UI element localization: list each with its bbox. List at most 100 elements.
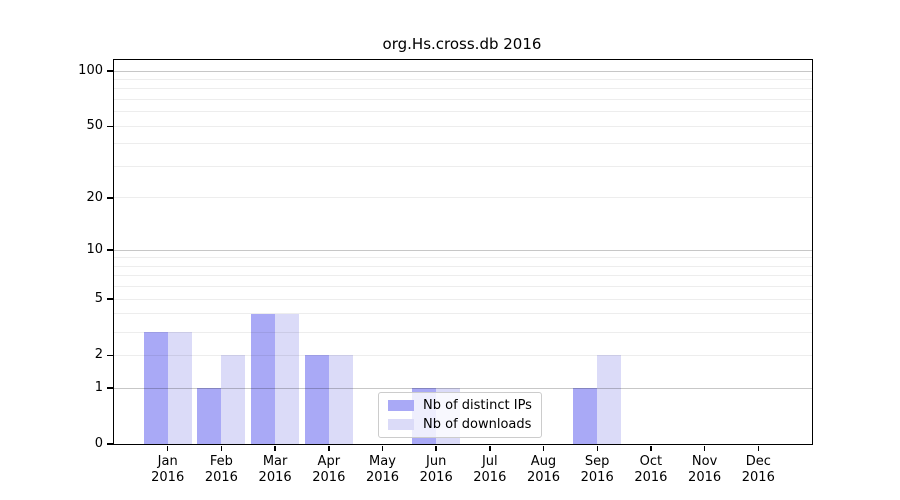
x-tick-month: Jun [426,454,447,469]
gridline [114,354,812,356]
x-tick-year: 2016 [634,469,668,485]
x-tick [166,445,169,451]
x-tick-year: 2016 [580,469,614,485]
x-tick [220,445,223,451]
gridline [114,275,812,277]
x-tick-month: May [369,454,396,469]
bar-distinct-ips [143,332,168,444]
x-tick-year: 2016 [312,469,346,485]
x-tick-label-may: May 2016 [355,454,411,485]
x-tick [703,445,706,451]
x-tick-month: Mar [262,454,288,469]
x-tick-month: Feb [209,454,233,469]
x-tick [489,445,491,451]
x-tick-month: Apr [317,454,341,469]
x-tick [381,445,384,451]
x-tick-month: Nov [691,454,718,469]
bar-downloads [328,355,353,444]
gridline [114,249,812,251]
gridline [114,111,812,113]
y-tick [106,125,113,127]
y-tick [106,387,113,389]
legend-label-distinct-ips: Nb of distinct IPs [423,398,532,413]
gridline [114,197,812,199]
x-tick-year: 2016 [473,469,507,485]
x-tick-year: 2016 [258,469,292,485]
bar-distinct-ips [573,388,598,444]
gridline [114,257,812,259]
x-tick-label-jun: Jun 2016 [408,454,464,485]
gridline [114,313,812,315]
bar-distinct-ips [304,355,329,444]
x-tick-year: 2016 [204,469,238,485]
y-tick-label: 5 [94,291,103,307]
legend: Nb of distinct IPs Nb of downloads [378,392,542,438]
y-tick [106,249,113,251]
x-tick-label-apr: Apr 2016 [301,454,357,485]
legend-label-downloads: Nb of downloads [423,417,532,432]
x-tick-year: 2016 [151,469,185,485]
x-tick [328,445,330,451]
y-tick-label: 0 [94,436,103,451]
legend-swatch-distinct-ips [388,400,414,411]
x-tick-month: Dec [745,454,771,469]
legend-item-downloads: Nb of downloads [388,417,532,432]
plot-area: Nb of distinct IPs Nb of downloads 0 1 2 5 1… [78,59,813,485]
x-tick [274,445,276,451]
gridline [114,286,812,288]
gridline [114,88,812,90]
y-tick [106,197,113,199]
x-tick-label-jul: Jul 2016 [462,454,518,485]
x-tick [596,445,598,451]
x-tick [757,445,760,451]
legend-item-distinct-ips: Nb of distinct IPs [388,398,532,413]
gridline [114,166,812,167]
x-tick-label-dec: Dec 2016 [730,454,786,485]
x-tick-month: Jan [157,454,178,469]
x-tick-month: Aug [530,454,557,469]
legend-swatch-downloads [388,419,414,430]
y-tick [106,70,113,72]
x-tick-month: Sep [584,454,610,469]
x-tick [435,445,437,451]
x-tick-label-aug: Aug 2016 [516,454,572,485]
bar-downloads [221,355,246,444]
x-tick [542,445,545,451]
bar-distinct-ips [197,388,222,444]
y-tick [106,354,113,356]
y-tick-label: 50 [86,118,103,134]
x-tick-month: Jul [481,454,498,469]
x-tick-year: 2016 [365,469,400,485]
gridline [114,78,812,80]
x-tick-label-mar: Mar 2016 [247,454,303,485]
y-tick-label: 100 [78,63,103,78]
y-tick [106,298,113,300]
bar-downloads [597,355,622,444]
x-tick-label-feb: Feb 2016 [193,454,249,485]
gridline [114,331,812,333]
bar-downloads [275,313,300,444]
gridline [114,143,812,145]
x-tick-label-nov: Nov 2016 [677,454,733,485]
gridline [114,99,812,100]
x-tick-year: 2016 [526,469,561,485]
x-tick-label-oct: Oct 2016 [623,454,679,485]
y-tick-label: 1 [94,380,103,395]
bar-distinct-ips [251,313,276,444]
gridline [114,125,812,127]
x-tick-year: 2016 [419,469,453,485]
y-tick-label: 2 [94,347,103,363]
x-tick-label-sep: Sep 2016 [569,454,625,485]
gridline [114,265,812,267]
x-tick-month: Oct [639,454,663,469]
y-tick [106,443,113,445]
chart-title: org.Hs.cross.db 2016 [382,35,542,53]
x-tick-label-jan: Jan 2016 [140,454,196,485]
x-tick-year: 2016 [688,469,722,485]
x-tick [650,445,652,451]
bar-downloads [167,332,192,444]
gridline [114,70,812,72]
y-tick-label: 10 [86,242,103,258]
y-tick-label: 20 [86,189,103,205]
